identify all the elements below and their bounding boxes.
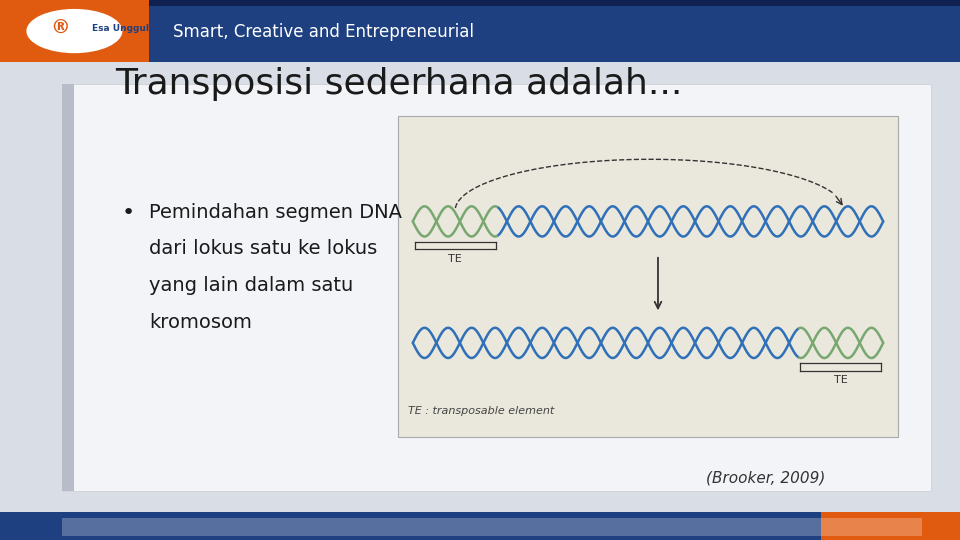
FancyBboxPatch shape — [398, 116, 898, 437]
Text: TE : transposable element: TE : transposable element — [408, 406, 554, 416]
FancyBboxPatch shape — [149, 0, 960, 6]
Text: (Brooker, 2009): (Brooker, 2009) — [706, 470, 825, 485]
Text: Transposisi sederhana adalah...: Transposisi sederhana adalah... — [115, 67, 683, 100]
FancyBboxPatch shape — [62, 517, 922, 536]
Text: yang lain dalam satu: yang lain dalam satu — [149, 276, 353, 295]
Text: kromosom: kromosom — [149, 313, 252, 332]
FancyBboxPatch shape — [0, 512, 960, 540]
FancyBboxPatch shape — [62, 84, 931, 491]
Text: dari lokus satu ke lokus: dari lokus satu ke lokus — [149, 239, 377, 258]
Text: Esa Unggul: Esa Unggul — [92, 24, 149, 33]
Text: ®: ® — [50, 19, 70, 38]
FancyBboxPatch shape — [62, 84, 74, 491]
Text: Smart, Creative and Entrepreneurial: Smart, Creative and Entrepreneurial — [173, 23, 474, 41]
Text: TE: TE — [448, 254, 462, 264]
FancyBboxPatch shape — [0, 0, 149, 62]
Text: TE: TE — [834, 375, 848, 386]
FancyBboxPatch shape — [149, 0, 960, 62]
Text: •: • — [121, 202, 134, 222]
FancyBboxPatch shape — [0, 512, 821, 540]
Ellipse shape — [27, 9, 123, 53]
Text: Pemindahan segmen DNA: Pemindahan segmen DNA — [149, 202, 402, 221]
